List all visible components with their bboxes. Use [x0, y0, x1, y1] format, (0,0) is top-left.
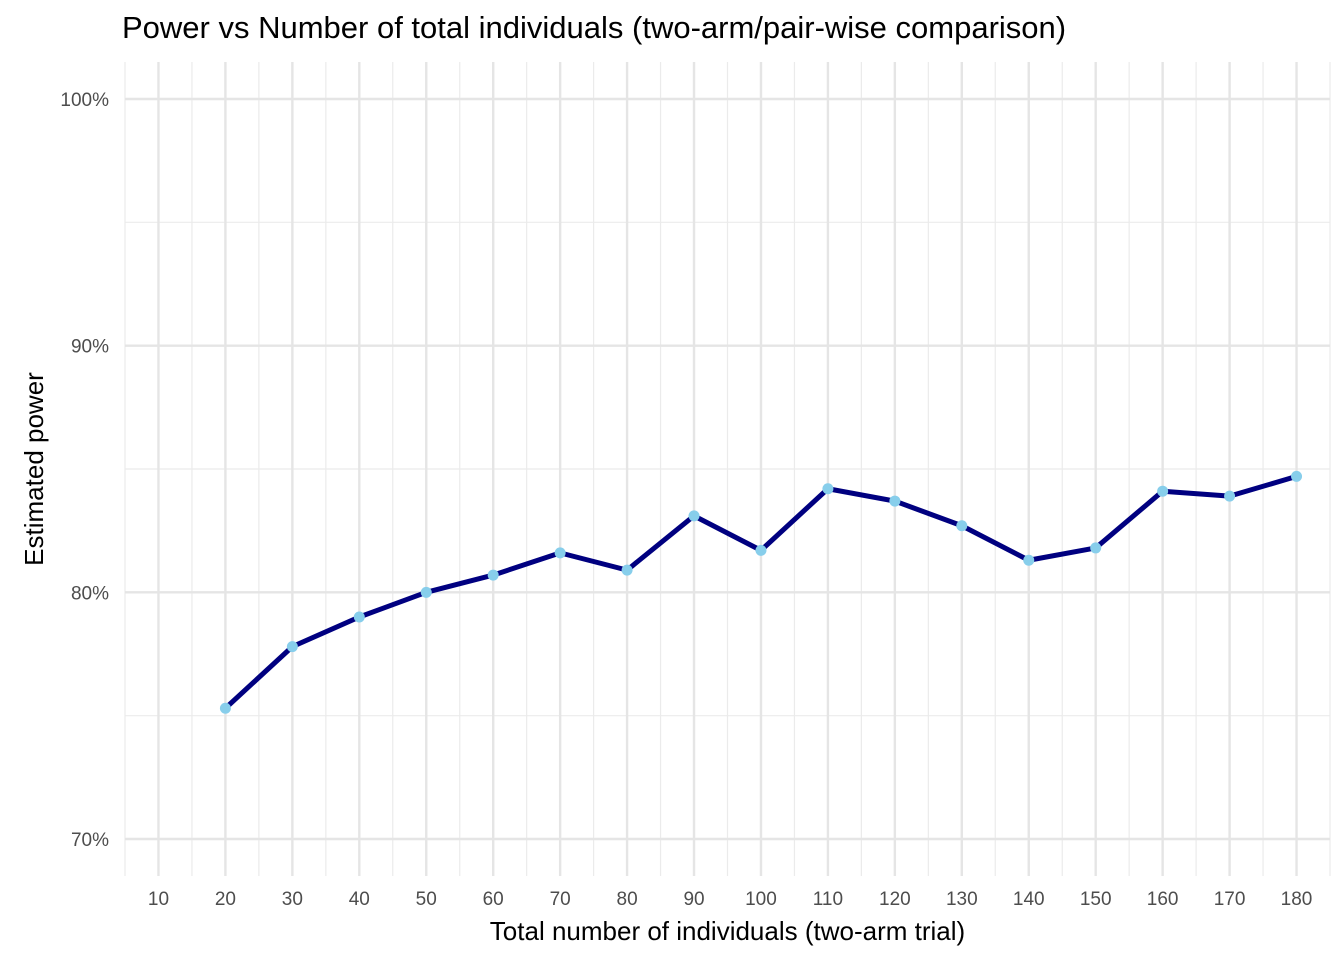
x-tick-label: 170	[1214, 889, 1246, 910]
chart-title: Power vs Number of total individuals (tw…	[122, 10, 1067, 45]
data-point	[688, 510, 700, 522]
data-point	[1157, 485, 1169, 497]
series-layer	[219, 470, 1303, 714]
x-tick-label: 10	[148, 889, 169, 910]
data-point	[487, 569, 499, 581]
x-tick-label: 60	[483, 889, 504, 910]
data-point	[755, 544, 767, 556]
x-tick-label: 20	[215, 889, 236, 910]
x-tick-label: 90	[683, 889, 704, 910]
x-axis-title: Total number of individuals (two-arm tri…	[490, 916, 965, 946]
x-tick-label: 160	[1147, 889, 1179, 910]
x-tick-label: 80	[617, 889, 638, 910]
x-tick-label: 70	[550, 889, 571, 910]
y-tick-label: 100%	[60, 90, 109, 111]
data-point	[219, 702, 231, 714]
x-axis-tick-labels: 10 20 30 40 50 60 70 80 90 100 110 120 130 140 150 160 1…	[148, 889, 1312, 910]
x-tick-label: 100	[745, 889, 777, 910]
y-tick-label: 70%	[71, 830, 109, 851]
data-point	[956, 520, 968, 532]
x-tick-label: 180	[1281, 889, 1313, 910]
x-tick-label: 140	[1013, 889, 1045, 910]
data-point	[420, 586, 432, 598]
data-point	[554, 547, 566, 559]
data-point	[822, 483, 834, 495]
x-tick-label: 150	[1080, 889, 1112, 910]
minor-gridlines	[124, 62, 1331, 876]
x-tick-label: 30	[282, 889, 303, 910]
y-tick-label: 90%	[71, 337, 109, 358]
data-point	[889, 495, 901, 507]
x-tick-label: 40	[349, 889, 370, 910]
data-point	[1023, 554, 1035, 566]
data-point	[353, 611, 365, 623]
data-point	[1291, 470, 1303, 482]
data-point	[1090, 542, 1102, 554]
y-axis-title: Estimated power	[19, 372, 49, 566]
major-gridlines	[125, 62, 1330, 876]
data-point	[286, 641, 298, 653]
x-tick-label: 50	[416, 889, 437, 910]
y-tick-label: 80%	[71, 583, 109, 604]
x-tick-label: 110	[813, 889, 843, 910]
x-tick-label: 130	[946, 889, 978, 910]
data-point	[621, 564, 633, 576]
y-axis-tick-labels: 70% 80% 90% 100%	[60, 90, 109, 851]
data-point	[1224, 490, 1236, 502]
x-tick-label: 120	[879, 889, 911, 910]
